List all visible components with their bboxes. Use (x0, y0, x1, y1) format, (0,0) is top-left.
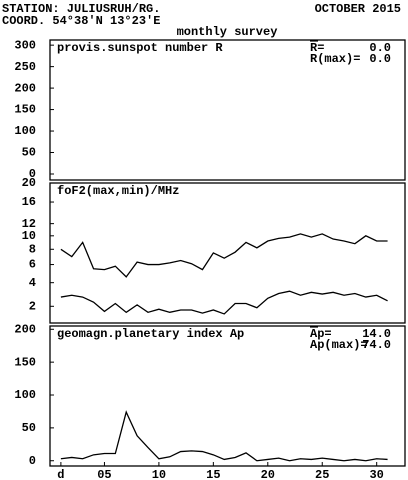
panel-frame (49, 182, 406, 324)
data-line (60, 233, 388, 278)
y-tick-label: 16 (22, 195, 36, 209)
y-tick-label: 100 (14, 388, 36, 402)
stat-value: 14.0 (362, 327, 391, 341)
stat-label: Ap(max)= (310, 338, 368, 352)
station: STATION: JULIUSRUH/RG. (2, 2, 160, 16)
panel-title: provis.sunspot number R (57, 41, 223, 55)
y-tick-label: 250 (14, 60, 36, 74)
x-tick-label: 05 (97, 468, 111, 480)
y-tick-label: 50 (22, 146, 36, 160)
panel-frame (49, 325, 406, 467)
stat-value: 0.0 (369, 41, 391, 55)
y-tick-label: 10 (22, 229, 36, 243)
data-line (60, 290, 388, 315)
y-tick-label: 100 (14, 124, 36, 138)
y-tick-label: 8 (29, 242, 36, 256)
stat-label: Ap= (310, 327, 332, 341)
y-tick-label: 4 (29, 276, 36, 290)
y-tick-label: 150 (14, 355, 36, 369)
x-tick-label: 10 (152, 468, 166, 480)
stat-value: 74.0 (362, 338, 391, 352)
x-tick-label: 15 (206, 468, 220, 480)
subtitle: monthly survey (177, 25, 278, 39)
panel-title: geomagn.planetary index Ap (57, 327, 244, 341)
y-tick-label: 20 (22, 176, 36, 190)
y-tick-label: 0 (29, 167, 36, 181)
x-tick-label: 25 (315, 468, 329, 480)
stat-value: 0.0 (369, 52, 391, 66)
y-tick-label: 0 (29, 454, 36, 468)
stat-label: R= (310, 41, 324, 55)
y-tick-label: 200 (14, 322, 36, 336)
y-tick-label: 2 (29, 299, 36, 313)
y-tick-label: 300 (14, 38, 36, 52)
y-tick-label: 50 (22, 421, 36, 435)
x-tick-label: 20 (261, 468, 275, 480)
y-tick-label: 12 (22, 217, 36, 231)
y-tick-label: 200 (14, 81, 36, 95)
month: OCTOBER 2015 (315, 2, 401, 16)
x-tick-label: d (57, 468, 64, 480)
data-line (60, 410, 388, 462)
panel-title: foF2(max,min)/MHz (57, 184, 179, 198)
x-tick-label: 30 (369, 468, 383, 480)
y-tick-label: 6 (29, 258, 36, 272)
coord: COORD. 54°38'N 13°23'E (2, 14, 160, 28)
stat-label: R(max)= (310, 52, 360, 66)
y-tick-label: 150 (14, 103, 36, 117)
